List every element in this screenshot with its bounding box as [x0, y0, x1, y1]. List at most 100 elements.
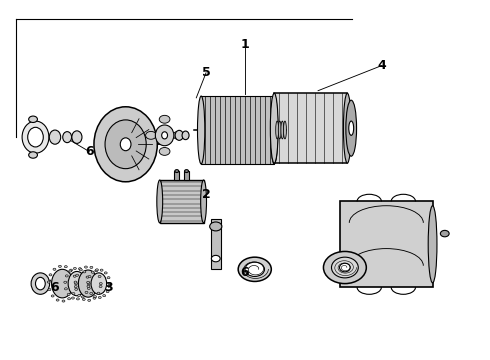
Ellipse shape	[86, 276, 89, 278]
Ellipse shape	[276, 121, 279, 139]
Ellipse shape	[78, 268, 81, 270]
Ellipse shape	[63, 132, 72, 143]
Ellipse shape	[75, 274, 78, 276]
Ellipse shape	[96, 269, 98, 271]
Ellipse shape	[70, 269, 73, 271]
Ellipse shape	[284, 121, 287, 139]
Bar	[201, 96, 274, 164]
Ellipse shape	[68, 298, 71, 300]
Ellipse shape	[159, 148, 170, 156]
Ellipse shape	[78, 294, 81, 297]
Bar	[340, 202, 433, 287]
Ellipse shape	[67, 293, 70, 296]
Ellipse shape	[28, 127, 43, 147]
Ellipse shape	[64, 266, 67, 268]
Ellipse shape	[87, 287, 90, 289]
Ellipse shape	[173, 131, 184, 139]
Ellipse shape	[65, 288, 68, 290]
Ellipse shape	[49, 274, 52, 276]
Ellipse shape	[29, 116, 37, 122]
Ellipse shape	[349, 121, 354, 135]
Ellipse shape	[270, 93, 278, 163]
Ellipse shape	[159, 115, 170, 123]
Ellipse shape	[106, 291, 109, 293]
Text: 6: 6	[50, 281, 59, 294]
Ellipse shape	[185, 170, 189, 172]
Ellipse shape	[100, 269, 103, 271]
Ellipse shape	[155, 125, 174, 146]
Ellipse shape	[270, 96, 278, 164]
Text: 2: 2	[202, 188, 210, 201]
Ellipse shape	[99, 285, 102, 288]
Ellipse shape	[182, 131, 189, 140]
Text: 6: 6	[241, 266, 249, 279]
Ellipse shape	[441, 230, 449, 237]
Ellipse shape	[51, 269, 73, 298]
Ellipse shape	[94, 296, 97, 298]
Ellipse shape	[162, 132, 168, 139]
Ellipse shape	[56, 299, 59, 301]
Ellipse shape	[104, 272, 107, 274]
Ellipse shape	[83, 271, 86, 273]
Ellipse shape	[281, 121, 284, 139]
Ellipse shape	[105, 120, 146, 168]
Ellipse shape	[31, 273, 49, 294]
Ellipse shape	[74, 283, 77, 285]
Ellipse shape	[88, 275, 91, 278]
Ellipse shape	[346, 100, 357, 156]
Ellipse shape	[157, 180, 163, 223]
Ellipse shape	[87, 281, 90, 283]
Ellipse shape	[68, 271, 86, 296]
Ellipse shape	[87, 283, 90, 285]
Ellipse shape	[99, 283, 102, 285]
Ellipse shape	[64, 281, 67, 283]
Ellipse shape	[90, 292, 93, 294]
Ellipse shape	[323, 251, 367, 284]
Bar	[174, 171, 179, 180]
Ellipse shape	[94, 107, 157, 182]
Ellipse shape	[22, 121, 49, 153]
Ellipse shape	[72, 293, 75, 295]
Ellipse shape	[120, 138, 131, 151]
Text: 1: 1	[241, 38, 249, 51]
Ellipse shape	[197, 96, 205, 164]
Ellipse shape	[211, 255, 220, 262]
Ellipse shape	[245, 262, 265, 276]
Ellipse shape	[79, 269, 82, 271]
Ellipse shape	[91, 273, 107, 294]
Text: 6: 6	[85, 145, 94, 158]
Ellipse shape	[340, 263, 350, 272]
Ellipse shape	[90, 266, 93, 269]
Ellipse shape	[107, 276, 110, 279]
Ellipse shape	[210, 222, 222, 231]
Ellipse shape	[51, 295, 54, 297]
Ellipse shape	[108, 283, 111, 285]
Ellipse shape	[343, 93, 351, 163]
Ellipse shape	[97, 292, 100, 294]
Ellipse shape	[65, 275, 68, 277]
Bar	[274, 93, 347, 163]
Ellipse shape	[82, 298, 85, 301]
Ellipse shape	[35, 277, 45, 290]
Text: 5: 5	[202, 66, 210, 79]
Ellipse shape	[78, 270, 98, 297]
Ellipse shape	[81, 296, 84, 298]
Ellipse shape	[238, 257, 271, 282]
Ellipse shape	[84, 266, 87, 268]
Ellipse shape	[278, 121, 281, 139]
Text: 4: 4	[377, 59, 386, 72]
Ellipse shape	[98, 296, 101, 298]
Ellipse shape	[175, 170, 179, 172]
Ellipse shape	[58, 265, 61, 267]
Ellipse shape	[93, 297, 96, 299]
Ellipse shape	[75, 288, 78, 291]
Ellipse shape	[103, 294, 106, 297]
Text: 3: 3	[104, 281, 113, 294]
Ellipse shape	[49, 130, 61, 144]
Ellipse shape	[95, 270, 98, 272]
Ellipse shape	[87, 285, 90, 287]
Ellipse shape	[72, 297, 74, 299]
Ellipse shape	[331, 257, 358, 278]
Ellipse shape	[69, 270, 72, 272]
Ellipse shape	[85, 291, 88, 293]
